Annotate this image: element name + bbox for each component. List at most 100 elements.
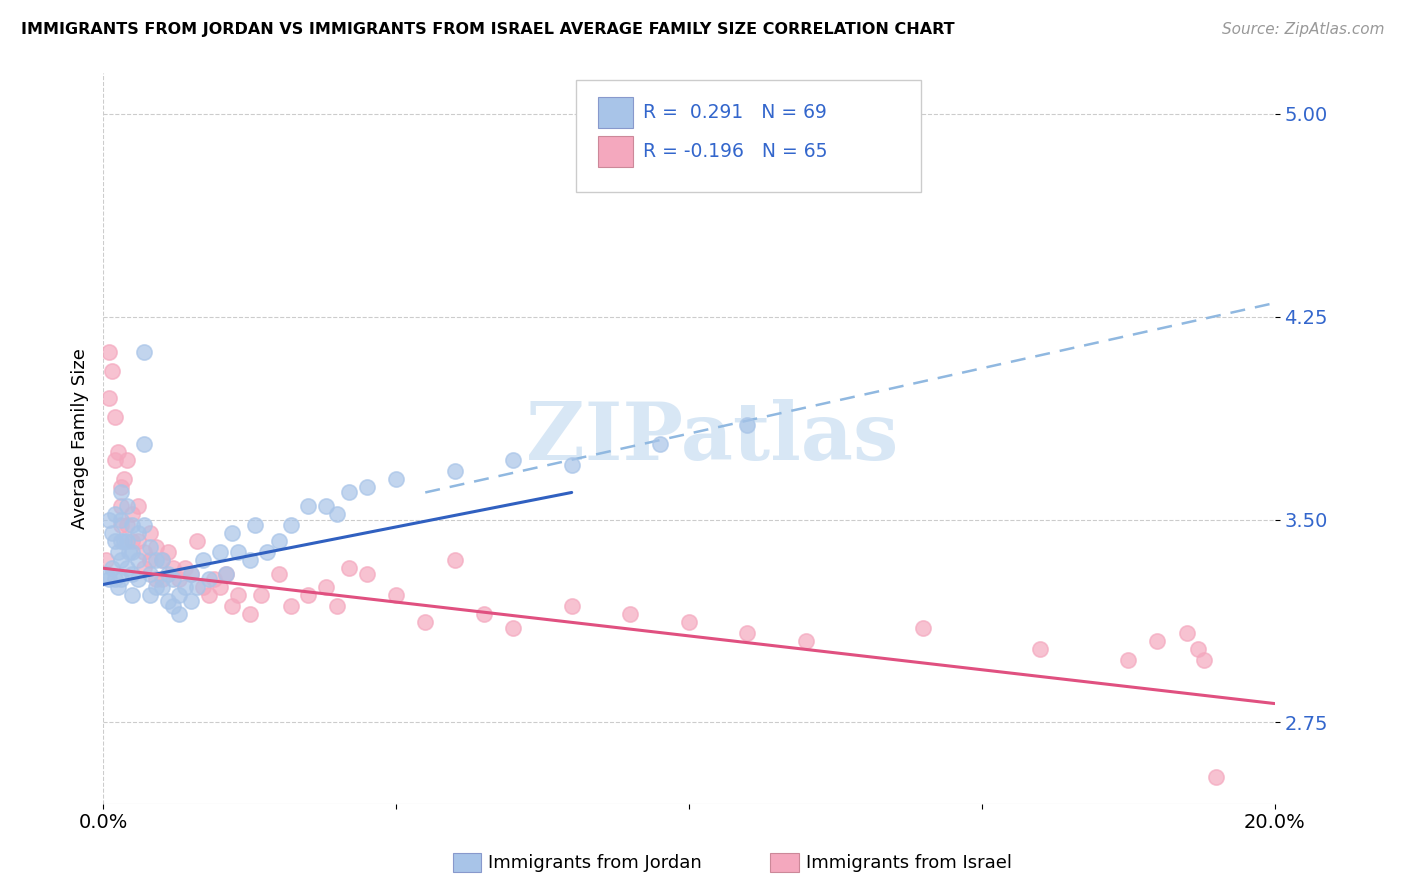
Point: [121, 588, 143, 602]
Point: [502, 453, 524, 467]
Point: [127, 534, 149, 549]
Point: [115, 561, 138, 575]
Point: [226, 588, 249, 602]
Point: [150, 572, 173, 586]
Text: IMMIGRANTS FROM JORDAN VS IMMIGRANTS FROM ISRAEL AVERAGE FAMILY SIZE CORRELATION: IMMIGRANTS FROM JORDAN VS IMMIGRANTS FRO…: [21, 22, 955, 37]
Point: [134, 545, 156, 559]
Point: [1205, 770, 1227, 784]
Point: [250, 588, 273, 602]
Point: [134, 561, 156, 575]
Point: [101, 526, 124, 541]
Point: [443, 553, 465, 567]
Point: [145, 540, 167, 554]
Point: [112, 472, 135, 486]
Point: [104, 507, 127, 521]
Point: [678, 615, 700, 630]
Point: [121, 566, 143, 581]
Point: [737, 417, 759, 432]
Point: [1116, 653, 1139, 667]
Point: [162, 572, 184, 586]
Point: [202, 572, 225, 586]
Point: [162, 561, 184, 575]
Point: [197, 588, 219, 602]
Point: [169, 607, 191, 622]
Point: [315, 580, 337, 594]
Point: [121, 507, 143, 521]
Text: Immigrants from Israel: Immigrants from Israel: [806, 854, 1012, 871]
Point: [101, 364, 124, 378]
Text: R = -0.196   N = 65: R = -0.196 N = 65: [643, 142, 827, 161]
Point: [115, 534, 138, 549]
Point: [337, 561, 360, 575]
Point: [245, 517, 267, 532]
Point: [139, 540, 162, 554]
Point: [1029, 642, 1052, 657]
Point: [139, 566, 162, 581]
Point: [156, 566, 179, 581]
Point: [561, 599, 583, 614]
Point: [1187, 642, 1209, 657]
Point: [127, 572, 149, 586]
Point: [267, 534, 290, 549]
Point: [150, 553, 173, 567]
Point: [297, 499, 319, 513]
Point: [385, 588, 408, 602]
Point: [1175, 626, 1198, 640]
Point: [121, 517, 143, 532]
Point: [215, 566, 238, 581]
Point: [280, 517, 302, 532]
Point: [502, 621, 524, 635]
Point: [191, 553, 214, 567]
Point: [280, 599, 302, 614]
Point: [94, 566, 117, 581]
Point: [326, 507, 349, 521]
Point: [186, 580, 208, 594]
Point: [107, 445, 129, 459]
Point: [648, 436, 671, 450]
Point: [94, 553, 117, 567]
Point: [1192, 653, 1215, 667]
Point: [134, 436, 156, 450]
Point: [104, 453, 127, 467]
Point: [107, 580, 129, 594]
Point: [112, 534, 135, 549]
Y-axis label: Average Family Size: Average Family Size: [72, 348, 89, 529]
Point: [145, 553, 167, 567]
Point: [297, 588, 319, 602]
Point: [110, 553, 132, 567]
Point: [127, 553, 149, 567]
Point: [145, 572, 167, 586]
Point: [145, 580, 167, 594]
Point: [134, 517, 156, 532]
Point: [315, 499, 337, 513]
Point: [209, 580, 232, 594]
Point: [115, 517, 138, 532]
Point: [118, 545, 141, 559]
Point: [186, 534, 208, 549]
Point: [267, 566, 290, 581]
Text: Immigrants from Jordan: Immigrants from Jordan: [488, 854, 702, 871]
Point: [443, 464, 465, 478]
Point: [794, 634, 817, 648]
Point: [169, 588, 191, 602]
Point: [107, 545, 129, 559]
Point: [912, 621, 935, 635]
Point: [115, 453, 138, 467]
Point: [110, 517, 132, 532]
Point: [127, 499, 149, 513]
Point: [326, 599, 349, 614]
Point: [162, 599, 184, 614]
Point: [127, 526, 149, 541]
Point: [191, 580, 214, 594]
Point: [180, 566, 202, 581]
Point: [221, 599, 243, 614]
Point: [413, 615, 436, 630]
Point: [256, 545, 278, 559]
Point: [209, 545, 232, 559]
Point: [226, 545, 249, 559]
Point: [150, 553, 173, 567]
Point: [98, 344, 121, 359]
Point: [472, 607, 495, 622]
Point: [98, 512, 121, 526]
Text: ZIPatlas: ZIPatlas: [526, 400, 898, 477]
